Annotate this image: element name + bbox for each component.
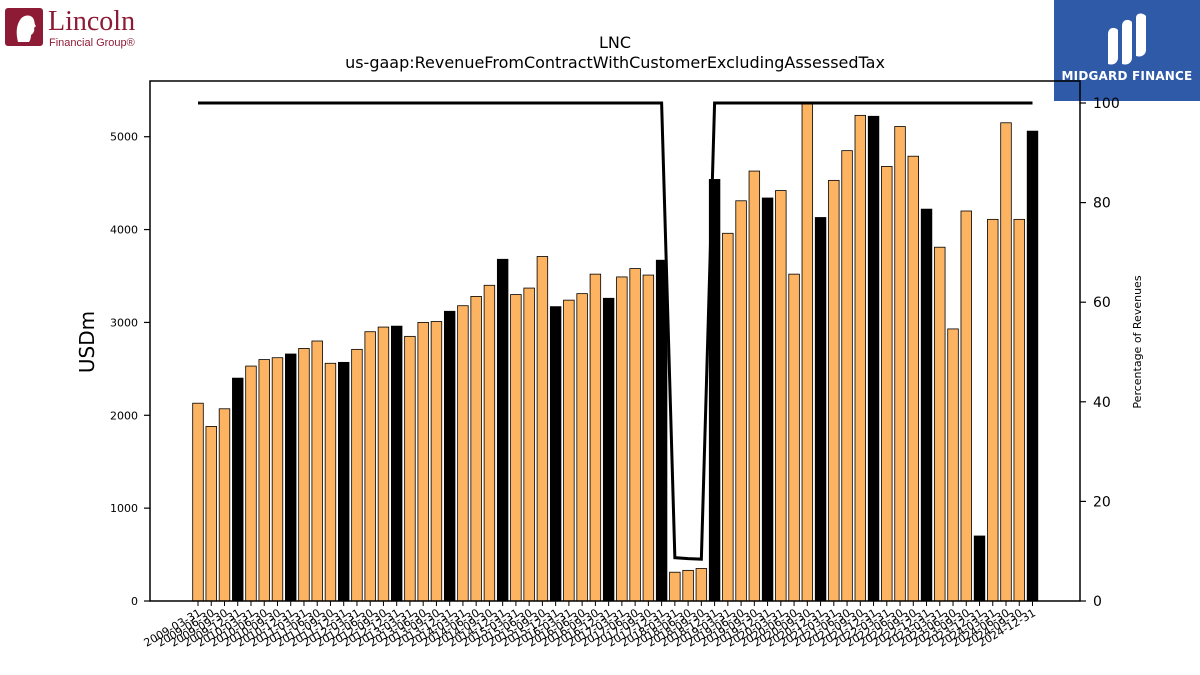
bar-2011-12-31 bbox=[338, 361, 350, 602]
bar-2012-12-31 bbox=[390, 325, 403, 602]
bar-2018-03-31 bbox=[669, 571, 681, 602]
y-tick-label: 5000 bbox=[110, 131, 138, 144]
bar-2018-06-30 bbox=[682, 569, 694, 602]
chart-title: LNC bbox=[599, 33, 631, 52]
bar-2009-09-30 bbox=[218, 408, 231, 602]
lincoln-wordmark: Lincoln bbox=[48, 6, 135, 37]
bar-2016-03-31 bbox=[563, 299, 575, 602]
y2-tick-label: 40 bbox=[1093, 395, 1111, 411]
bar-2014-06-30 bbox=[470, 296, 482, 602]
bar-2017-12-31 bbox=[655, 259, 668, 602]
lincoln-financial-logo: Lincoln Financial Group® bbox=[4, 4, 154, 50]
bar-2019-06-30 bbox=[735, 200, 747, 602]
y2-tick-label: 0 bbox=[1093, 594, 1102, 610]
bar-2015-06-30 bbox=[523, 287, 535, 602]
bar-2019-03-31 bbox=[722, 232, 734, 602]
y-tick-label: 4000 bbox=[110, 224, 138, 237]
bar-series bbox=[192, 102, 1039, 602]
midgard-finance-logo: MIDGARD FINANCE bbox=[1054, 0, 1200, 101]
bar-2012-06-30 bbox=[364, 331, 376, 602]
bar-2016-06-30 bbox=[576, 293, 588, 602]
bar-2024-03-31 bbox=[987, 218, 999, 602]
midgard-wordmark: MIDGARD FINANCE bbox=[1061, 69, 1193, 83]
y2-tick-label: 20 bbox=[1093, 494, 1111, 510]
y2-tick-label: 100 bbox=[1093, 96, 1120, 112]
bar-2011-09-30 bbox=[324, 362, 337, 602]
y2-tick-label: 80 bbox=[1093, 196, 1111, 212]
bar-2011-03-31 bbox=[298, 348, 310, 602]
y-axis-label: USDm bbox=[75, 311, 99, 373]
bar-2019-12-31 bbox=[761, 197, 774, 602]
bar-2021-06-30 bbox=[841, 150, 853, 602]
bar-2012-09-30 bbox=[377, 326, 390, 602]
bar-2015-03-31 bbox=[510, 294, 522, 602]
bar-2010-09-30 bbox=[271, 357, 284, 602]
bar-2014-12-31 bbox=[496, 258, 509, 602]
bar-2021-09-30 bbox=[854, 114, 866, 602]
lincoln-tagline: Financial Group® bbox=[49, 37, 135, 49]
bar-2009-06-30 bbox=[205, 426, 217, 602]
bar-2016-12-31 bbox=[602, 297, 615, 602]
bar-2010-03-31 bbox=[245, 365, 257, 602]
bar-2021-03-31 bbox=[828, 179, 840, 602]
bar-2014-03-31 bbox=[457, 305, 469, 602]
bar-2023-03-31 bbox=[934, 246, 946, 602]
bar-2015-09-30 bbox=[536, 256, 549, 602]
bar-2011-06-30 bbox=[311, 340, 323, 602]
bar-2020-09-30 bbox=[801, 102, 814, 602]
bar-2022-12-31 bbox=[920, 208, 933, 602]
bar-2020-06-30 bbox=[788, 273, 800, 602]
bar-2010-12-31 bbox=[285, 353, 297, 602]
bar-2013-09-30 bbox=[430, 321, 443, 602]
bar-2014-09-30 bbox=[483, 284, 496, 602]
y2-axis-label: Percentage of Revenues bbox=[1131, 275, 1144, 408]
bar-2015-12-31 bbox=[549, 306, 562, 602]
bar-2021-12-31 bbox=[867, 115, 880, 602]
bar-2020-12-31 bbox=[814, 217, 827, 602]
bar-2017-03-31 bbox=[616, 276, 628, 602]
plot-frame bbox=[149, 80, 1081, 602]
bar-2020-03-31 bbox=[775, 190, 787, 602]
y-tick-label: 3000 bbox=[110, 316, 138, 329]
bar-2009-12-31 bbox=[232, 377, 244, 602]
axes: 0100020003000400050000204060801002009-03… bbox=[110, 80, 1120, 650]
bar-2010-06-30 bbox=[258, 359, 270, 602]
bar-2023-06-30 bbox=[947, 328, 959, 602]
bar-2017-06-30 bbox=[629, 268, 641, 602]
bar-2013-12-31 bbox=[443, 310, 456, 602]
percentage-line bbox=[198, 101, 1033, 561]
bar-2019-09-30 bbox=[748, 170, 761, 602]
y-tick-label: 1000 bbox=[110, 502, 138, 515]
y-tick-label: 0 bbox=[131, 595, 138, 608]
bar-2012-03-31 bbox=[351, 348, 363, 602]
bar-2024-06-30 bbox=[1000, 122, 1012, 602]
bar-2022-06-30 bbox=[894, 126, 906, 602]
bar-2013-03-31 bbox=[404, 335, 416, 602]
chart-subtitle: us-gaap:RevenueFromContractWithCustomerE… bbox=[345, 53, 885, 72]
bar-2018-09-30 bbox=[695, 568, 708, 602]
bar-2023-12-31 bbox=[973, 535, 986, 602]
bar-2009-03-31 bbox=[192, 402, 204, 602]
bar-2024-09-30 bbox=[1013, 218, 1025, 602]
lincoln-profile-icon bbox=[16, 15, 36, 42]
bar-2023-09-30 bbox=[960, 210, 972, 602]
bar-2016-09-30 bbox=[589, 273, 602, 602]
bar-2013-06-30 bbox=[417, 322, 429, 602]
lincoln-logo-graphic: Lincoln Financial Group® bbox=[5, 6, 135, 49]
percentage-line-series bbox=[198, 101, 1033, 561]
bar-2017-09-30 bbox=[642, 274, 655, 602]
midgard-mark-icon bbox=[1108, 13, 1146, 65]
bar-2022-03-31 bbox=[881, 166, 893, 602]
bar-2024-12-31 bbox=[1026, 130, 1039, 602]
y-tick-label: 2000 bbox=[110, 409, 138, 422]
bar-2022-09-30 bbox=[907, 155, 919, 602]
y2-tick-label: 60 bbox=[1093, 295, 1111, 311]
